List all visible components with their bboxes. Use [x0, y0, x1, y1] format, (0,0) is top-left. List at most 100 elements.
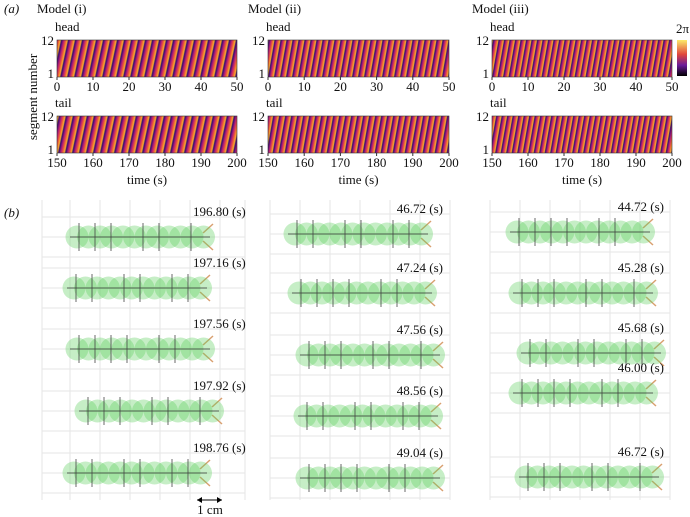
x-axis-label: time (s) [338, 172, 378, 187]
x-tick-label: 180 [367, 155, 387, 170]
x-tick-label: 30 [594, 79, 607, 94]
y-tick-label: 12 [252, 33, 265, 48]
tail-mark [651, 463, 663, 474]
x-tick-label: 160 [294, 155, 314, 170]
tail-mark [211, 414, 223, 425]
tail-mark [199, 459, 211, 470]
tail-mark [420, 220, 432, 231]
tail-mark [202, 240, 214, 251]
model-title: Model (iii) [472, 1, 529, 16]
tail-mark [202, 352, 214, 363]
kymograph [267, 39, 450, 78]
time-label: 44.72 (s) [618, 199, 664, 214]
x-axis-label: time (s) [562, 172, 602, 187]
x-tick-label: 160 [518, 155, 538, 170]
x-tick-label: 10 [298, 79, 311, 94]
tail-mark [199, 476, 211, 487]
time-label: 49.04 (s) [397, 445, 443, 460]
x-tick-label: 150 [47, 155, 67, 170]
x-tick-label: 170 [119, 155, 139, 170]
x-tick-label: 10 [87, 79, 100, 94]
kymograph [267, 115, 450, 154]
tail-mark [202, 223, 214, 234]
time-label: 197.16 (s) [193, 255, 246, 270]
x-tick-label: 190 [191, 155, 211, 170]
x-tick-label: 160 [83, 155, 103, 170]
x-tick-label: 40 [195, 79, 208, 94]
y-tick-label: 1 [259, 142, 266, 157]
time-label: 46.00 (s) [618, 360, 664, 375]
time-label: 47.24 (s) [397, 260, 443, 275]
x-tick-label: 200 [662, 155, 682, 170]
time-label: 45.28 (s) [618, 260, 664, 275]
x-tick-label: 0 [489, 79, 496, 94]
x-tick-label: 30 [370, 79, 383, 94]
tail-mark [420, 237, 432, 248]
y-tick-label: 1 [483, 66, 490, 81]
tail-mark [651, 480, 663, 491]
x-tick-label: 170 [554, 155, 574, 170]
tail-mark [653, 356, 665, 367]
x-axis-label: time (s) [127, 172, 167, 187]
tail-mark [645, 296, 657, 307]
x-tick-label: 30 [159, 79, 172, 94]
time-label: 48.56 (s) [397, 383, 443, 398]
time-label: 196.80 (s) [193, 204, 246, 219]
row-label: tail [490, 95, 507, 110]
tail-mark [432, 341, 444, 352]
time-label: 46.72 (s) [618, 444, 664, 459]
colorbar [677, 40, 687, 76]
x-tick-label: 150 [258, 155, 278, 170]
row-label: tail [55, 95, 72, 110]
y-axis-label: segment number [25, 53, 40, 140]
panel-label: (b) [4, 205, 19, 220]
scale-label: 1 cm [197, 502, 223, 517]
x-tick-label: 20 [334, 79, 347, 94]
tail-mark [645, 396, 657, 407]
y-tick-label: 12 [476, 109, 489, 124]
y-tick-label: 12 [41, 33, 54, 48]
tail-mark [432, 481, 444, 492]
tail-mark [424, 279, 436, 290]
y-tick-label: 1 [483, 142, 490, 157]
scale-arrow [197, 497, 222, 503]
time-label: 47.56 (s) [397, 322, 443, 337]
tail-mark [211, 397, 223, 408]
tail-mark [432, 464, 444, 475]
row-label: head [266, 19, 291, 34]
row-label: head [490, 19, 515, 34]
time-label: 45.68 (s) [618, 320, 664, 335]
y-tick-label: 1 [48, 66, 55, 81]
x-tick-label: 40 [630, 79, 643, 94]
tail-mark [430, 419, 442, 430]
x-tick-label: 50 [666, 79, 679, 94]
x-tick-label: 200 [439, 155, 459, 170]
y-tick-label: 12 [476, 33, 489, 48]
panel-label: (a) [4, 1, 19, 16]
tail-mark [653, 339, 665, 350]
x-tick-label: 0 [265, 79, 272, 94]
x-tick-label: 50 [231, 79, 244, 94]
kymograph [491, 39, 673, 78]
tail-mark [202, 335, 214, 346]
x-tick-label: 180 [155, 155, 175, 170]
kymograph [56, 115, 238, 154]
x-tick-label: 20 [558, 79, 571, 94]
tail-mark [642, 218, 654, 229]
kymograph [56, 39, 238, 78]
time-label: 198.76 (s) [193, 440, 246, 455]
x-tick-label: 20 [123, 79, 136, 94]
y-tick-label: 1 [48, 142, 55, 157]
tail-mark [645, 379, 657, 390]
x-tick-label: 40 [406, 79, 419, 94]
time-label: 197.56 (s) [193, 316, 246, 331]
tail-mark [642, 235, 654, 246]
y-tick-label: 1 [259, 66, 266, 81]
tail-mark [199, 274, 211, 285]
model-title: Model (ii) [248, 1, 301, 16]
x-tick-label: 50 [443, 79, 456, 94]
model-title: Model (i) [37, 1, 86, 16]
y-tick-label: 12 [252, 109, 265, 124]
x-tick-label: 150 [482, 155, 502, 170]
